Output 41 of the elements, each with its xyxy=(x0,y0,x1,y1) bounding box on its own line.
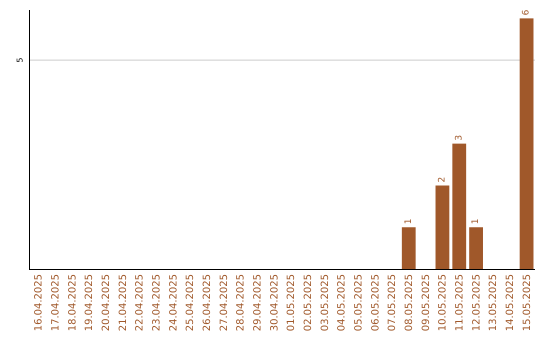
x-tick-label: 23.04.2025 xyxy=(152,274,162,332)
bar xyxy=(402,227,416,269)
bar xyxy=(452,144,466,269)
x-tick-label: 21.04.2025 xyxy=(118,274,129,332)
x-tick-label: 19.04.2025 xyxy=(84,274,96,332)
x-tick-label: 03.05.2025 xyxy=(320,274,331,332)
x-tick-label: 01.05.2025 xyxy=(286,274,298,332)
data-label: 1 xyxy=(471,218,482,224)
x-tick-label: 02.05.2025 xyxy=(303,274,314,332)
x-tick-label: 04.05.2025 xyxy=(336,274,348,332)
x-tick-label: 07.05.2025 xyxy=(387,274,398,332)
x-tick-label: 14.05.2025 xyxy=(505,274,516,332)
x-tick-label: 12.05.2025 xyxy=(471,274,482,332)
x-tick-label: 20.04.2025 xyxy=(101,274,112,332)
x-tick-label: 11.05.2025 xyxy=(454,274,466,332)
bar xyxy=(436,185,450,269)
data-label: 3 xyxy=(454,134,464,141)
x-tick-label: 30.04.2025 xyxy=(269,274,280,332)
x-tick-label: 17.04.2025 xyxy=(50,274,62,332)
data-label: 2 xyxy=(437,176,448,182)
data-label: 6 xyxy=(522,9,532,16)
bar xyxy=(469,227,483,269)
x-tick-label: 22.04.2025 xyxy=(134,274,146,332)
x-tick-label: 06.05.2025 xyxy=(370,274,382,332)
x-tick-label: 29.04.2025 xyxy=(252,274,264,332)
x-tick-label: 10.05.2025 xyxy=(438,274,449,332)
x-tick-label: 25.04.2025 xyxy=(185,274,196,332)
bar xyxy=(520,18,534,269)
x-tick-label: 16.04.2025 xyxy=(34,274,45,332)
ref-line-label: 5 xyxy=(15,58,24,63)
data-label: 1 xyxy=(404,218,414,224)
x-tick-label: 26.04.2025 xyxy=(202,274,213,332)
x-tick-label: 09.05.2025 xyxy=(420,274,432,332)
x-tick-label: 15.05.2025 xyxy=(522,274,533,332)
x-tick-label: 27.04.2025 xyxy=(218,274,230,332)
x-tick-label: 28.04.2025 xyxy=(236,274,247,332)
x-tick-label: 13.05.2025 xyxy=(488,274,500,332)
x-tick-label: 18.04.2025 xyxy=(67,274,78,332)
x-tick-label: 08.05.2025 xyxy=(404,274,415,332)
x-tick-label: 24.04.2025 xyxy=(168,274,180,332)
x-tick-label: 05.05.2025 xyxy=(354,274,364,332)
